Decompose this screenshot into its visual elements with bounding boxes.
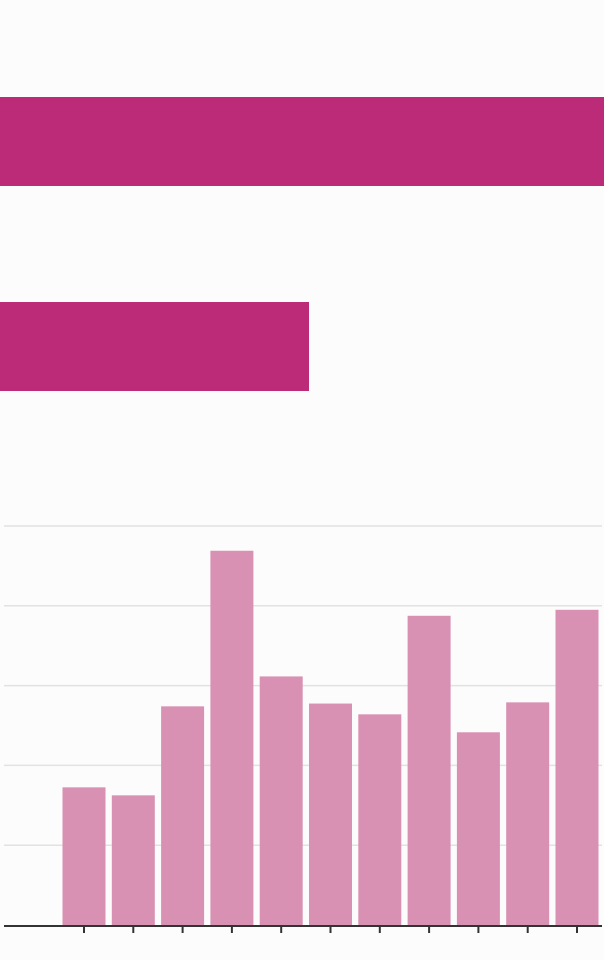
column-bar — [111, 795, 155, 925]
column-bar — [210, 550, 254, 925]
column-bar — [555, 609, 599, 925]
horizontal-bar-1 — [0, 97, 604, 186]
column-bar — [358, 714, 402, 925]
column-bar — [407, 615, 451, 925]
column-bar — [62, 787, 106, 925]
column-bar — [456, 732, 500, 925]
column-bar — [161, 706, 205, 925]
column-bar — [506, 702, 550, 925]
column-bar — [309, 703, 352, 925]
column-bar — [259, 676, 303, 925]
horizontal-bar-2 — [0, 302, 310, 391]
